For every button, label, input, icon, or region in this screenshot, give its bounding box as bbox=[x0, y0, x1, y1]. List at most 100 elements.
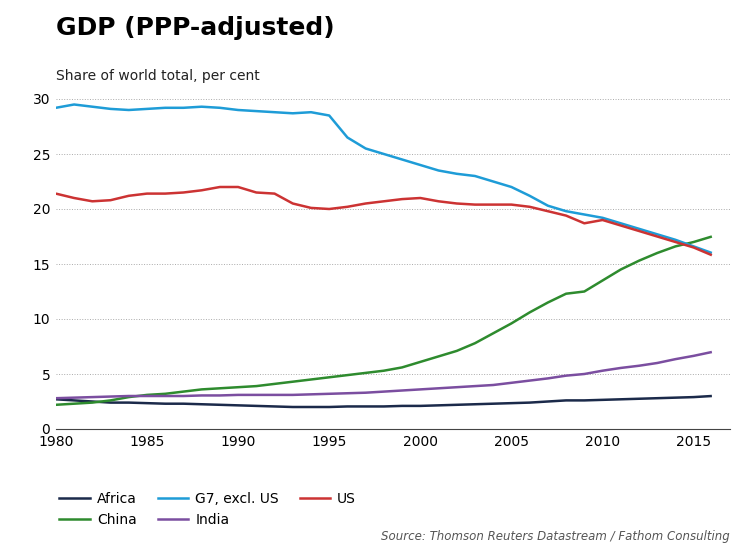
Africa bbox=[398, 403, 407, 409]
US bbox=[288, 200, 297, 207]
G7, excl. US bbox=[270, 109, 279, 116]
Africa bbox=[343, 403, 352, 410]
Africa bbox=[215, 402, 224, 408]
Legend: Africa, China, G7, excl. US, India, US: Africa, China, G7, excl. US, India, US bbox=[60, 492, 356, 527]
India bbox=[525, 377, 534, 384]
G7, excl. US bbox=[616, 220, 625, 227]
Line: G7, excl. US: G7, excl. US bbox=[56, 104, 712, 253]
China bbox=[88, 399, 97, 406]
India bbox=[106, 393, 115, 400]
US bbox=[489, 201, 498, 208]
China bbox=[288, 378, 297, 385]
US bbox=[562, 212, 571, 219]
US bbox=[525, 204, 534, 210]
US bbox=[161, 190, 170, 197]
G7, excl. US bbox=[161, 104, 170, 111]
Africa bbox=[325, 404, 334, 410]
India bbox=[507, 379, 516, 386]
Africa bbox=[179, 400, 188, 407]
G7, excl. US bbox=[379, 151, 388, 157]
G7, excl. US bbox=[69, 101, 78, 108]
India bbox=[288, 392, 297, 398]
Line: Africa: Africa bbox=[56, 396, 712, 407]
G7, excl. US bbox=[489, 178, 498, 185]
China bbox=[161, 390, 170, 397]
China bbox=[361, 370, 370, 376]
Africa bbox=[288, 404, 297, 410]
Africa bbox=[507, 400, 516, 406]
Africa bbox=[142, 400, 151, 406]
G7, excl. US bbox=[325, 112, 334, 119]
US bbox=[252, 189, 261, 196]
Africa bbox=[69, 397, 78, 404]
China bbox=[671, 243, 680, 250]
India bbox=[452, 384, 461, 390]
China bbox=[306, 376, 315, 383]
China bbox=[635, 257, 644, 264]
China bbox=[379, 367, 388, 374]
Line: India: India bbox=[56, 352, 712, 398]
India bbox=[270, 392, 279, 398]
China bbox=[416, 359, 425, 365]
US bbox=[343, 204, 352, 210]
China bbox=[489, 330, 498, 337]
US bbox=[325, 206, 334, 212]
Africa bbox=[689, 394, 698, 400]
Africa bbox=[452, 402, 461, 408]
India bbox=[398, 387, 407, 394]
India bbox=[252, 392, 261, 398]
US bbox=[197, 187, 206, 194]
US bbox=[452, 200, 461, 207]
India bbox=[379, 388, 388, 395]
US bbox=[124, 192, 133, 199]
Text: GDP (PPP-adjusted): GDP (PPP-adjusted) bbox=[56, 16, 335, 41]
China bbox=[124, 394, 133, 400]
G7, excl. US bbox=[580, 211, 589, 218]
India bbox=[580, 371, 589, 377]
US bbox=[434, 198, 443, 205]
US bbox=[598, 217, 607, 223]
Africa bbox=[51, 396, 60, 403]
US bbox=[215, 184, 224, 190]
G7, excl. US bbox=[252, 108, 261, 114]
Africa bbox=[635, 395, 644, 402]
G7, excl. US bbox=[306, 109, 315, 116]
Africa bbox=[361, 403, 370, 410]
US bbox=[398, 196, 407, 202]
India bbox=[471, 383, 480, 389]
US bbox=[635, 228, 644, 234]
China bbox=[525, 309, 534, 316]
India bbox=[543, 375, 552, 382]
G7, excl. US bbox=[197, 103, 206, 110]
Africa bbox=[106, 399, 115, 406]
India bbox=[434, 385, 443, 392]
India bbox=[671, 356, 680, 362]
China bbox=[398, 364, 407, 371]
US bbox=[507, 201, 516, 208]
G7, excl. US bbox=[434, 167, 443, 174]
India bbox=[325, 390, 334, 397]
US bbox=[543, 208, 552, 214]
China bbox=[106, 397, 115, 404]
G7, excl. US bbox=[361, 145, 370, 152]
G7, excl. US bbox=[507, 184, 516, 190]
G7, excl. US bbox=[671, 236, 680, 243]
G7, excl. US bbox=[525, 192, 534, 199]
US bbox=[179, 189, 188, 196]
Africa bbox=[434, 402, 443, 409]
India bbox=[489, 382, 498, 388]
India bbox=[51, 395, 60, 402]
G7, excl. US bbox=[543, 202, 552, 209]
India bbox=[416, 386, 425, 393]
India bbox=[653, 360, 662, 366]
Africa bbox=[616, 396, 625, 403]
India bbox=[635, 362, 644, 369]
China bbox=[543, 299, 552, 306]
China bbox=[69, 400, 78, 407]
G7, excl. US bbox=[562, 208, 571, 214]
Africa bbox=[598, 397, 607, 403]
Africa bbox=[234, 402, 243, 409]
US bbox=[106, 197, 115, 204]
US bbox=[379, 198, 388, 205]
US bbox=[416, 195, 425, 201]
